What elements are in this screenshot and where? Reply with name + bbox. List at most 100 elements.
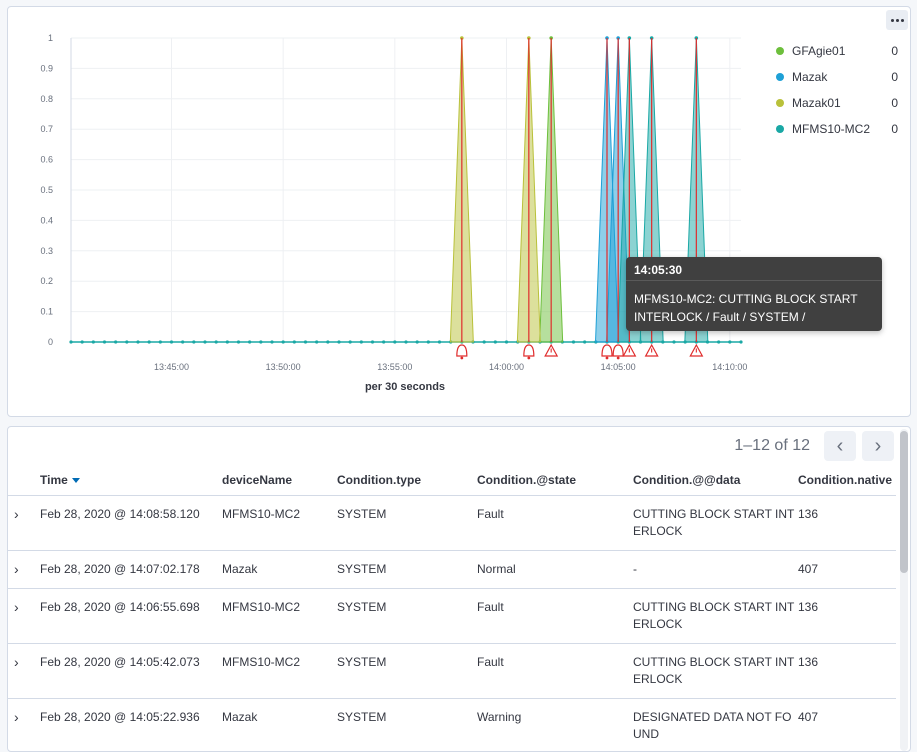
legend-color-dot (776, 125, 784, 133)
baseline-point (248, 340, 252, 344)
expand-row-chevron-right-icon[interactable]: › (8, 588, 38, 644)
cell-condition-type: SYSTEM (335, 550, 475, 589)
cell-devicename: MFMS10-MC2 (220, 588, 335, 644)
timeline-chart[interactable]: 1 0.9 0.8 0.7 0.6 0.5 0.4 0.3 0.2 0.1 0 13:45:00 13:… (8, 7, 768, 407)
cell-devicename: MFMS10-MC2 (220, 495, 335, 551)
results-table-panel: 1–12 of 12 ‹ › Time deviceName Condition… (7, 426, 911, 752)
legend-value: 0 (891, 96, 898, 110)
cell-condition-data: CUTTING BLOCK START INTERLOCK (631, 643, 796, 699)
x-axis-title: per 30 seconds (365, 381, 445, 393)
cell-condition-native: 136 (796, 588, 896, 644)
cell-condition-native: 407 (796, 698, 896, 751)
baseline-point (482, 340, 486, 344)
y-tick-label: 0.3 (40, 246, 53, 256)
y-tick-label: 0.5 (40, 185, 53, 195)
tooltip-time: 14:05:30 (626, 257, 882, 281)
x-tick-label: 14:10:00 (712, 362, 747, 372)
bell-icon (601, 344, 613, 357)
table-row[interactable]: › Feb 28, 2020 @ 14:06:55.698 MFMS10-MC2 SY… (8, 588, 896, 644)
baseline-point (192, 340, 196, 344)
y-tick-label: 1 (48, 33, 53, 43)
column-header-condition-type[interactable]: Condition.type (335, 465, 475, 496)
baseline-point (181, 340, 185, 344)
baseline-point (728, 340, 732, 344)
baseline-point (102, 340, 107, 344)
cell-condition-type: SYSTEM (335, 495, 475, 551)
baseline-point (158, 340, 162, 344)
baseline-point (717, 340, 721, 344)
baseline-point (236, 340, 241, 344)
chart-legend: GFAgie01 0 Mazak 0 Mazak01 0 MFMS10-MC2 0 (776, 38, 898, 142)
cell-condition-type: SYSTEM (335, 588, 475, 644)
expand-row-chevron-right-icon[interactable]: › (8, 495, 38, 551)
x-tick-label: 13:45:00 (154, 362, 189, 372)
cell-condition-data: - (631, 550, 796, 589)
column-header-condition-data[interactable]: Condition.@@data (631, 465, 796, 496)
cell-condition-native: 136 (796, 643, 896, 699)
baseline-point (504, 340, 509, 344)
table-row[interactable]: › Feb 28, 2020 @ 14:05:22.936 Mazak SYSTEM W… (8, 698, 896, 751)
baseline-point (493, 340, 497, 344)
sort-desc-icon[interactable] (71, 478, 80, 484)
legend-value: 0 (891, 44, 898, 58)
cell-time: Feb 28, 2020 @ 14:08:58.120 (38, 495, 220, 551)
legend-item[interactable]: Mazak 0 (776, 64, 898, 90)
baseline-point (415, 340, 419, 344)
column-header-time[interactable]: Time (38, 465, 220, 496)
legend-item[interactable]: Mazak01 0 (776, 90, 898, 116)
baseline-point (370, 340, 375, 344)
expand-row-chevron-right-icon[interactable]: › (8, 698, 38, 751)
baseline-point (404, 340, 408, 344)
x-tick-label: 13:55:00 (377, 362, 412, 372)
cell-time: Feb 28, 2020 @ 14:05:22.936 (38, 698, 220, 751)
cell-condition-state: Normal (475, 550, 631, 589)
tooltip-line-1: MFMS10-MC2: CUTTING BLOCK START (634, 292, 858, 306)
baseline-point (437, 340, 442, 344)
bell-icon-clapper (527, 356, 531, 360)
cell-devicename: MFMS10-MC2 (220, 643, 335, 699)
cell-condition-type: SYSTEM (335, 698, 475, 751)
bell-icon (523, 344, 535, 357)
baseline-point (136, 340, 140, 344)
y-tick-label: 0.2 (40, 276, 53, 286)
expand-row-chevron-right-icon[interactable]: › (8, 643, 38, 699)
bell-icon-clapper (616, 356, 620, 360)
column-header-condition-state[interactable]: Condition.@state (475, 465, 631, 496)
column-header-condition-native[interactable]: Condition.native (796, 465, 896, 496)
baseline-point (69, 340, 73, 344)
baseline-point (214, 340, 218, 344)
y-tick-label: 0.8 (40, 94, 53, 104)
cell-condition-data: DESIGNATED DATA NOT FOUND (631, 698, 796, 751)
legend-value: 0 (891, 122, 898, 136)
legend-item[interactable]: GFAgie01 0 (776, 38, 898, 64)
table-row[interactable]: › Feb 28, 2020 @ 14:05:42.073 MFMS10-MC2 SY… (8, 643, 896, 699)
baseline-point (147, 340, 151, 344)
legend-item[interactable]: MFMS10-MC2 0 (776, 116, 898, 142)
baseline-point (203, 340, 207, 344)
table-row[interactable]: › Feb 28, 2020 @ 14:07:02.178 Mazak SYSTEM N… (8, 550, 896, 589)
cell-condition-native: 407 (796, 550, 896, 589)
baseline-point (672, 340, 676, 344)
cell-time: Feb 28, 2020 @ 14:06:55.698 (38, 588, 220, 644)
expand-row-chevron-right-icon[interactable]: › (8, 550, 38, 589)
baseline-point (359, 340, 363, 344)
baseline-point (281, 340, 285, 344)
chevron-right-icon[interactable]: › (862, 431, 894, 461)
options-menu-icon[interactable] (886, 10, 908, 30)
table-scrollbar[interactable] (900, 429, 908, 751)
chevron-left-icon[interactable]: ‹ (824, 431, 856, 461)
scrollbar-thumb[interactable] (900, 431, 908, 573)
bell-icon-clapper (460, 356, 464, 360)
table-header-row: Time deviceName Condition.type Condition… (8, 465, 896, 496)
cell-condition-data: CUTTING BLOCK START INTERLOCK (631, 588, 796, 644)
baseline-point (114, 340, 118, 344)
bell-icon-clapper (605, 356, 609, 360)
column-header-devicename[interactable]: deviceName (220, 465, 335, 496)
table-row[interactable]: › Feb 28, 2020 @ 14:08:58.120 MFMS10-MC2 SY… (8, 495, 896, 551)
legend-label: Mazak01 (792, 96, 841, 110)
baseline-point (270, 340, 274, 344)
cell-condition-type: SYSTEM (335, 643, 475, 699)
baseline-point (583, 340, 587, 344)
baseline-point (225, 340, 229, 344)
baseline-point (348, 340, 352, 344)
